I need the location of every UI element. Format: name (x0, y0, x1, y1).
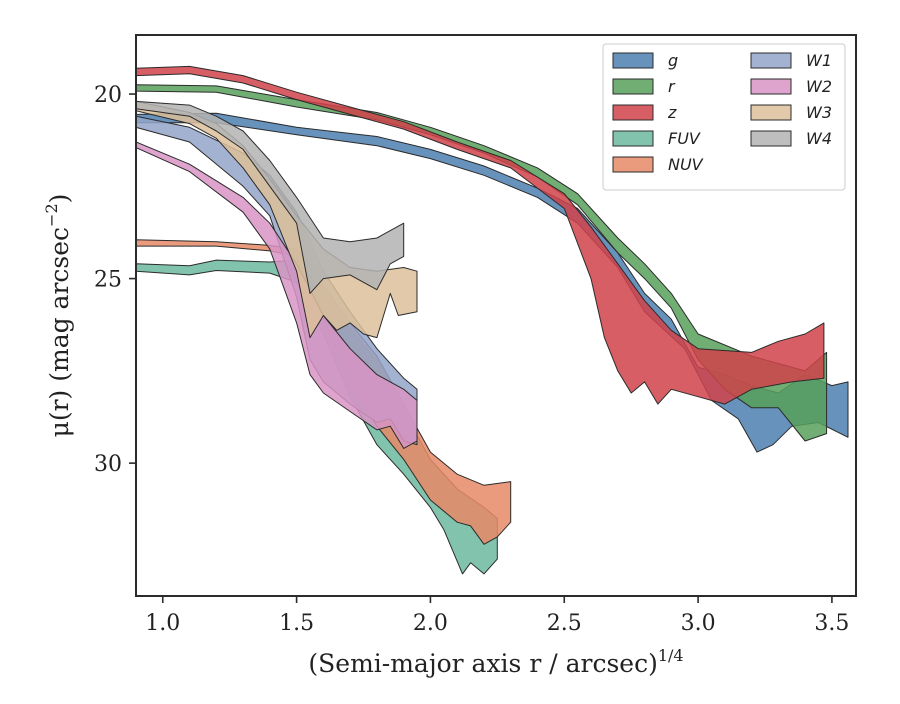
legend-swatch-g (612, 52, 654, 69)
x-tick-label: 1.5 (279, 611, 314, 636)
legend-swatch-z (612, 104, 654, 121)
x-tick-label: 2.0 (413, 611, 448, 636)
axis-layer: 1.0 1.5 2.0 2.5 3.0 3.5 20 25 30 (Semi-major axis… (42, 34, 857, 678)
legend-label-w3: W3 (806, 103, 832, 122)
legend-swatch-w3 (750, 104, 792, 121)
x-axis-label: (Semi-major axis r / arcsec)1/4 (308, 646, 683, 678)
y-axis-label: μ(r) (mag arcsec−2) (42, 194, 74, 438)
legend-label-w4: W4 (806, 129, 832, 148)
x-tick-label: 1.0 (145, 611, 180, 636)
x-tick-label: 3.0 (681, 611, 716, 636)
legend-swatch-w2 (750, 78, 792, 95)
x-tick-label: 3.5 (814, 611, 849, 636)
y-tick-label: 20 (94, 83, 122, 108)
legend-label-nuv: NUV (668, 155, 704, 174)
legend-label-fuv: FUV (668, 129, 701, 148)
series-layer (136, 65, 849, 575)
legend-swatch-w4 (750, 130, 792, 147)
plot-frame (135, 34, 857, 597)
y-tick-label: 25 (94, 268, 122, 293)
y-tick-label: 30 (94, 452, 122, 477)
series-band-z (136, 65, 825, 405)
legend-label-z: z (667, 103, 677, 122)
legend: grz FUV NUV W1 W2 W3 W4 (602, 43, 846, 191)
legend-swatch-r (612, 78, 654, 95)
legend-swatch-fuv (612, 130, 654, 147)
legend-label-w1: W1 (806, 51, 832, 70)
legend-label-r: r (668, 77, 676, 96)
legend-swatch-nuv (612, 156, 654, 173)
legend-label-w2: W2 (806, 77, 832, 96)
x-tick-label: 2.5 (547, 611, 582, 636)
series-band-w4 (136, 100, 405, 294)
legend-label-g: g (668, 51, 678, 70)
legend-swatch-w1 (750, 52, 792, 69)
